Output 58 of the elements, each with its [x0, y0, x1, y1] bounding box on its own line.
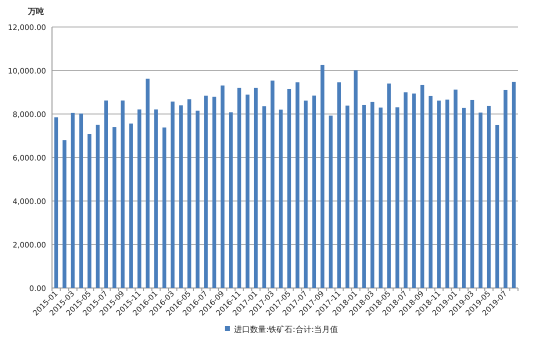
- bar: [54, 117, 58, 288]
- bar: [220, 86, 224, 288]
- bar: [170, 102, 175, 288]
- bar: [154, 109, 158, 288]
- bar: [96, 124, 100, 288]
- bar: [370, 102, 374, 288]
- bar: [354, 70, 358, 288]
- bar: [246, 94, 250, 288]
- bar: [428, 96, 433, 288]
- y-axis-title: 万吨: [27, 7, 44, 16]
- bar: [320, 64, 324, 288]
- bar: [79, 114, 84, 288]
- bar: [346, 106, 350, 288]
- bar: [278, 110, 283, 288]
- bar: [146, 78, 150, 288]
- bar: [495, 124, 500, 288]
- bar: [454, 90, 458, 288]
- bar: [112, 127, 116, 288]
- bar: [88, 134, 92, 288]
- bar: [470, 100, 474, 288]
- bar: [270, 80, 274, 288]
- bar: [304, 100, 308, 288]
- bar: [512, 82, 516, 288]
- bar: [296, 82, 300, 288]
- bar: [362, 104, 366, 288]
- bar: [337, 82, 341, 288]
- bar: [378, 108, 383, 288]
- bar: [254, 88, 258, 288]
- bar: [120, 100, 125, 288]
- bar: [204, 96, 208, 288]
- bar: [387, 84, 391, 288]
- bar: [404, 92, 408, 288]
- bar: [395, 107, 400, 288]
- bar: [287, 88, 292, 288]
- bar: [328, 116, 333, 288]
- bar: [445, 100, 450, 288]
- bar: [137, 109, 142, 288]
- bar: [179, 105, 183, 288]
- bar: [262, 106, 266, 288]
- bar: [129, 124, 133, 288]
- bar: [237, 88, 242, 288]
- bar: [462, 108, 466, 288]
- legend-label: 进口数量:铁矿石:合计:当月值: [234, 325, 338, 334]
- bar: [62, 140, 66, 288]
- bar: [70, 112, 75, 288]
- bar: [486, 106, 491, 288]
- bar: [187, 99, 192, 288]
- bar: [196, 110, 200, 288]
- bar: [312, 96, 316, 288]
- bar: [478, 112, 482, 288]
- bar: [104, 100, 108, 288]
- bar: [229, 112, 233, 288]
- bar: [212, 96, 216, 288]
- bar: [420, 84, 424, 288]
- bar: [162, 127, 166, 288]
- bar: [412, 94, 416, 288]
- bar: [504, 90, 508, 288]
- bar: [437, 100, 441, 288]
